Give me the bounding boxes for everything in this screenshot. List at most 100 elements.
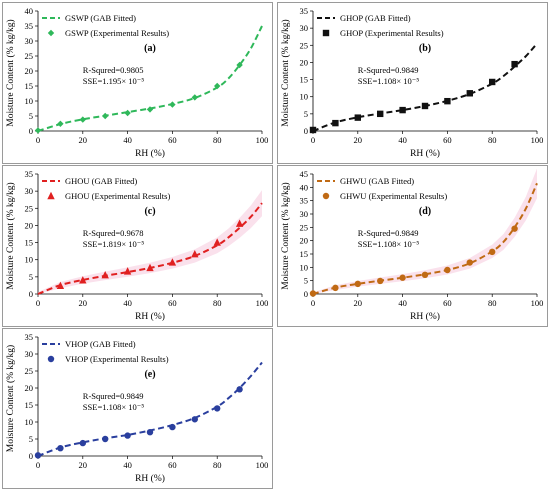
fit-curve bbox=[37, 25, 263, 132]
data-point bbox=[168, 258, 177, 266]
y-tick-label: 30 bbox=[25, 349, 34, 359]
data-point bbox=[354, 114, 361, 121]
y-axis-label: Moisture Content (% kg/kg) bbox=[5, 182, 16, 289]
x-tick-label: 40 bbox=[123, 135, 132, 145]
x-tick-label: 40 bbox=[398, 135, 407, 145]
chart-panel-b: 0 20 40 60 80 100 0 5 10 15 20 25 30 35 RH (%) Moisture… bbox=[277, 2, 548, 164]
x-tick-label: 0 bbox=[36, 460, 40, 470]
y-tick-label: 15 bbox=[25, 238, 34, 248]
y-tick-label: 35 bbox=[25, 21, 34, 31]
data-point bbox=[444, 97, 451, 105]
y-tick-label: 15 bbox=[25, 400, 34, 410]
x-tick-label: 0 bbox=[311, 298, 315, 308]
y-tick-label: 35 bbox=[300, 196, 309, 206]
data-point bbox=[444, 266, 451, 274]
legend-label-experimental: VHOP (Experimental Results) bbox=[65, 354, 169, 364]
data-point bbox=[191, 416, 198, 423]
x-tick-label: 60 bbox=[168, 298, 177, 308]
y-tick-label: 10 bbox=[25, 255, 34, 265]
data-point bbox=[421, 102, 429, 110]
data-point bbox=[511, 225, 518, 232]
confidence-band bbox=[313, 168, 537, 294]
x-tick-label: 20 bbox=[79, 460, 88, 470]
panel-label: (a) bbox=[144, 43, 156, 54]
x-tick-label: 40 bbox=[123, 298, 132, 308]
data-point bbox=[79, 439, 87, 447]
experimental-points bbox=[34, 61, 243, 134]
legend-marker-swatch bbox=[47, 355, 55, 363]
data-point bbox=[466, 90, 473, 97]
y-tick-label: 0 bbox=[304, 289, 308, 299]
panel-label: (c) bbox=[144, 206, 155, 217]
y-tick-label: 20 bbox=[25, 383, 34, 393]
y-tick-label: 0 bbox=[29, 451, 33, 461]
data-point bbox=[57, 120, 64, 127]
y-tick-label: 20 bbox=[300, 236, 309, 246]
chart-panel-d: 0 20 40 60 80 100 0 5 10 15 20 25 30 35 40 45 RH (%) Mois… bbox=[277, 165, 548, 327]
data-point bbox=[236, 386, 243, 393]
data-point bbox=[124, 109, 131, 117]
data-point bbox=[169, 101, 176, 108]
data-point bbox=[214, 82, 221, 90]
legend-label-fitted: GSWP (GAB Fitted) bbox=[65, 13, 136, 23]
r-squared-label: R-Squred=0.9849 bbox=[358, 65, 419, 75]
data-point bbox=[169, 423, 176, 431]
r-squared-label: R-Squred=0.9849 bbox=[83, 391, 144, 401]
r-squared-label: R-Squred=0.9849 bbox=[358, 228, 419, 238]
data-point bbox=[399, 106, 406, 114]
data-point bbox=[79, 276, 87, 284]
data-point bbox=[489, 78, 496, 86]
data-point bbox=[191, 250, 199, 258]
y-tick-label: 5 bbox=[29, 272, 33, 282]
data-point bbox=[332, 284, 339, 292]
legend-marker-swatch bbox=[47, 191, 55, 200]
data-point bbox=[377, 110, 384, 118]
y-tick-label: 5 bbox=[29, 434, 33, 444]
y-tick-label: 40 bbox=[300, 182, 309, 192]
data-point bbox=[236, 61, 243, 69]
y-axis-label: Moisture Content (% kg/kg) bbox=[5, 345, 16, 452]
data-point bbox=[34, 127, 42, 134]
legend-label-fitted: GHOP (GAB Fitted) bbox=[340, 13, 411, 23]
data-point bbox=[146, 106, 154, 113]
y-tick-label: 30 bbox=[300, 209, 309, 219]
data-point bbox=[235, 219, 244, 227]
panel-label: (d) bbox=[419, 206, 431, 217]
y-tick-label: 0 bbox=[304, 126, 308, 136]
data-point bbox=[79, 116, 86, 123]
data-point bbox=[354, 280, 361, 288]
experimental-points bbox=[34, 386, 243, 459]
data-point bbox=[377, 277, 384, 285]
legend-label-fitted: GHOU (GAB Fitted) bbox=[65, 176, 137, 186]
data-point bbox=[34, 452, 42, 459]
y-tick-label: 30 bbox=[25, 36, 34, 46]
data-point bbox=[56, 281, 65, 289]
panel-label: (e) bbox=[144, 369, 155, 380]
experimental-points bbox=[309, 225, 518, 297]
x-tick-label: 100 bbox=[256, 460, 269, 470]
x-tick-label: 80 bbox=[488, 298, 497, 308]
y-tick-label: 30 bbox=[25, 186, 34, 196]
legend-label-experimental: GSWP (Experimental Results) bbox=[65, 28, 169, 38]
data-point bbox=[489, 248, 496, 256]
data-point bbox=[123, 267, 132, 275]
x-tick-label: 60 bbox=[168, 460, 177, 470]
x-tick-label: 40 bbox=[123, 460, 132, 470]
x-tick-label: 80 bbox=[213, 298, 222, 308]
data-point bbox=[191, 94, 198, 101]
y-tick-label: 25 bbox=[300, 40, 309, 50]
legend-marker-swatch bbox=[47, 29, 55, 37]
x-tick-label: 40 bbox=[398, 298, 407, 308]
x-tick-label: 80 bbox=[488, 135, 497, 145]
y-tick-label: 0 bbox=[29, 289, 33, 299]
sse-label: SSE=1.108× 10⁻⁵ bbox=[83, 402, 144, 412]
data-point bbox=[466, 259, 473, 266]
data-point bbox=[146, 263, 154, 272]
y-tick-label: 10 bbox=[300, 92, 309, 102]
x-axis-label: RH (%) bbox=[135, 311, 165, 322]
data-point bbox=[399, 274, 406, 281]
y-tick-label: 25 bbox=[25, 366, 34, 376]
y-axis-label: Moisture Content (% kg/kg) bbox=[280, 19, 291, 126]
y-tick-label: 20 bbox=[25, 66, 34, 76]
fit-curve bbox=[312, 42, 538, 132]
